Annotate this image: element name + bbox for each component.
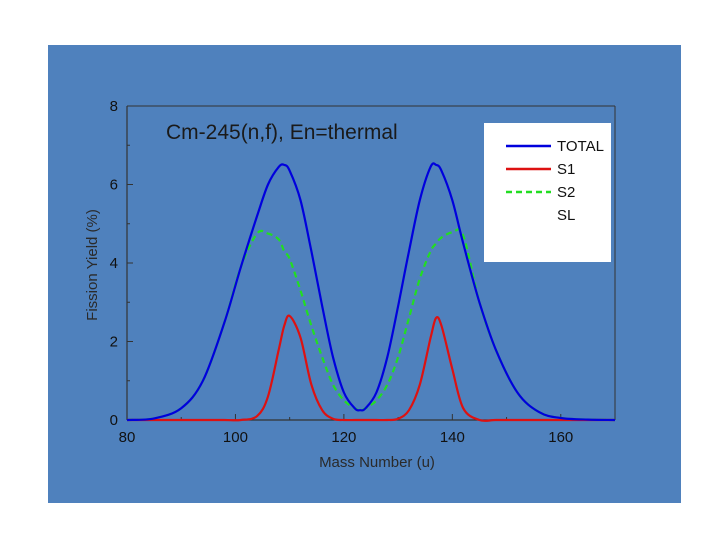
series-line-s1: [126, 314, 615, 422]
y-tick-label: 0: [110, 412, 118, 429]
x-axis: 80 100 120 140 160: [119, 414, 573, 446]
y-tick-label: 2: [110, 334, 118, 351]
y-tick-label: 8: [110, 98, 118, 115]
x-tick-label: 120: [331, 429, 356, 446]
series-group: [126, 162, 616, 422]
x-tick-label: 160: [548, 429, 573, 446]
chart-panel: [48, 45, 681, 503]
legend-label-s1: S1: [557, 161, 575, 178]
x-tick-label: 140: [440, 429, 465, 446]
legend-label-total: TOTAL: [557, 138, 604, 155]
legend-label-sl: SL: [557, 207, 575, 224]
y-tick-label: 6: [110, 177, 118, 194]
chart-title: Cm-245(n,f), En=thermal: [166, 121, 398, 144]
legend-label-s2: S2: [557, 184, 575, 201]
legend: TOTAL S1 S2 SL: [484, 123, 611, 262]
x-tick-label: 100: [223, 429, 248, 446]
y-tick-label: 4: [110, 255, 118, 272]
series-line-total: [126, 162, 616, 422]
x-axis-label: Mass Number (u): [319, 454, 435, 471]
y-axis-label: Fission Yield (%): [84, 209, 101, 321]
x-tick-label: 80: [119, 429, 136, 446]
